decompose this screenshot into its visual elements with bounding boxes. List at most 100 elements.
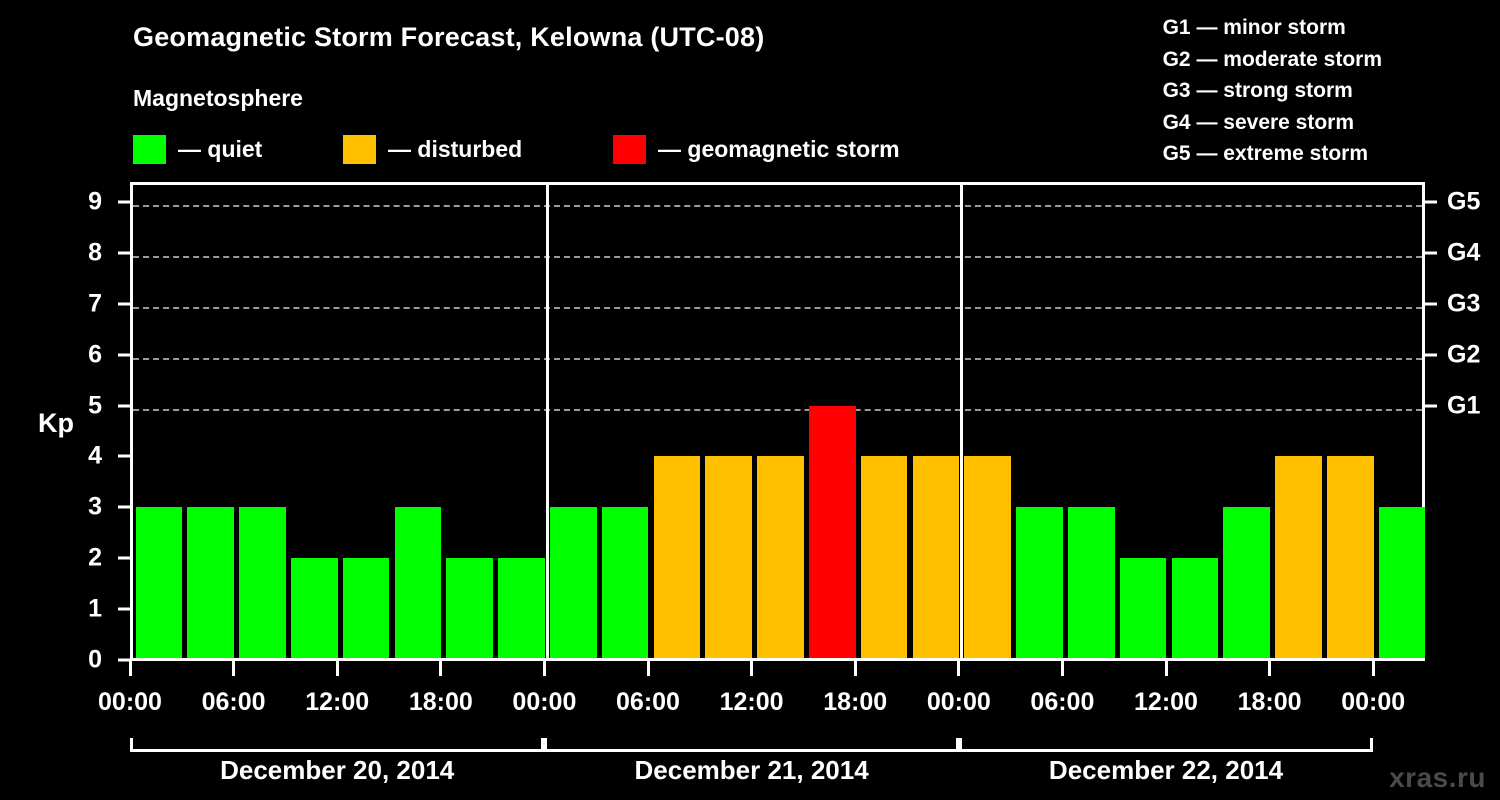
bar — [342, 558, 390, 660]
x-axis-tick — [128, 660, 132, 676]
y-axis-tick-label: 3 — [88, 492, 102, 521]
legend-heading: Magnetosphere — [133, 85, 303, 111]
bar — [187, 507, 234, 660]
x-axis-tick — [439, 660, 443, 676]
y-axis-tick — [118, 607, 130, 611]
bar — [1068, 507, 1115, 660]
gridline — [133, 357, 1422, 360]
bar — [550, 507, 597, 660]
g-axis-tick — [1425, 404, 1437, 408]
x-axis-tick-label: 00:00 — [1341, 688, 1406, 716]
x-axis-tick-label: 06:00 — [201, 688, 266, 716]
bar — [291, 558, 338, 660]
x-axis-tick-label: 06:00 — [616, 688, 680, 716]
y-axis-tick — [118, 658, 130, 662]
y-axis-tick — [118, 353, 130, 357]
day-bracket — [544, 738, 959, 752]
y-axis-tick-label: 0 — [88, 645, 102, 674]
x-axis-tick — [646, 660, 650, 676]
g-axis-tick-label: G1 — [1447, 391, 1481, 420]
x-axis-tick-label: 00:00 — [98, 688, 162, 716]
x-axis-tick — [335, 660, 339, 676]
gscale-legend-line: G3 — strong storm — [1162, 79, 1353, 102]
bar — [964, 456, 1011, 660]
gscale-legend-line: G4 — severe storm — [1162, 110, 1355, 134]
bar — [1378, 507, 1426, 660]
x-axis-tick-label: 12:00 — [719, 688, 784, 716]
y-axis-tick — [118, 302, 130, 306]
x-axis-tick — [232, 660, 236, 676]
bar — [860, 456, 908, 660]
plot-inner — [133, 185, 1426, 660]
green-swatch-icon — [133, 134, 166, 164]
bar — [912, 456, 960, 660]
red-swatch-icon — [613, 134, 646, 164]
x-axis-tick-label: 00:00 — [512, 688, 577, 716]
bar — [653, 456, 701, 660]
bar — [705, 456, 752, 660]
x-axis-tick-label: 12:00 — [1134, 688, 1198, 716]
y-axis-label: Kp — [38, 408, 74, 438]
x-axis-tick-label: 18:00 — [1237, 688, 1302, 716]
y-axis-tick-label: 8 — [88, 238, 102, 267]
x-axis-tick — [1060, 660, 1064, 676]
g-axis-tick — [1425, 353, 1437, 357]
legend-item: — quiet — [133, 134, 263, 164]
g-axis-tick — [1425, 251, 1437, 255]
gscale-legend: G1 — minor storm G2 — moderate storm G3 — … — [1163, 12, 1382, 170]
bar — [135, 507, 183, 660]
bar — [394, 507, 442, 660]
bar — [498, 558, 545, 660]
bar — [239, 507, 286, 660]
gscale-legend-line: G2 — moderate storm — [1162, 47, 1382, 71]
x-axis-tick — [957, 660, 961, 676]
x-axis-tick — [1164, 660, 1168, 676]
bar — [809, 405, 856, 660]
bar — [1016, 507, 1063, 660]
bar — [1275, 456, 1322, 660]
gscale-legend-line: G1 — minor storm — [1162, 16, 1346, 39]
x-axis-tick — [1371, 660, 1375, 676]
gridline — [133, 255, 1422, 258]
y-axis-tick — [118, 200, 130, 204]
legend-item-label: — geomagnetic storm — [658, 135, 900, 162]
y-axis-tick — [118, 556, 130, 560]
gridline — [133, 408, 1422, 411]
day-label: December 21, 2014 — [634, 755, 869, 785]
g-axis-tick-label: G4 — [1447, 238, 1481, 267]
day-separator — [960, 185, 964, 660]
y-axis-tick-label: 2 — [88, 543, 102, 572]
x-axis-tick-label: 18:00 — [408, 688, 473, 716]
g-axis-tick-label: G5 — [1447, 187, 1481, 216]
bar — [1327, 456, 1374, 660]
y-axis-tick — [118, 404, 130, 408]
orange-swatch-icon — [343, 134, 376, 164]
y-axis-tick — [118, 505, 130, 509]
x-axis-tick-label: 00:00 — [926, 688, 991, 716]
g-axis-tick — [1425, 302, 1437, 306]
g-axis-tick — [1425, 200, 1437, 204]
bar — [446, 558, 493, 660]
x-axis-tick-label: 12:00 — [305, 688, 370, 716]
bar-series — [133, 185, 1426, 660]
y-axis-tick — [118, 251, 130, 255]
bar — [1223, 507, 1270, 660]
y-axis-tick-label: 1 — [88, 594, 102, 623]
bar — [757, 456, 804, 660]
y-axis-tick-label: 5 — [88, 391, 102, 420]
bar — [601, 507, 649, 660]
page-title: Geomagnetic Storm Forecast, Kelowna (UTC… — [133, 22, 765, 52]
y-axis-tick — [118, 454, 130, 458]
gridline — [133, 306, 1422, 309]
gscale-legend-line: G5 — extreme storm — [1162, 142, 1369, 165]
x-axis-tick — [750, 660, 754, 676]
legend-item-label: — quiet — [178, 135, 263, 162]
bar — [1171, 558, 1219, 660]
day-label: December 20, 2014 — [220, 755, 455, 785]
g-axis-tick-label: G3 — [1447, 289, 1481, 318]
y-axis-tick-label: 4 — [88, 441, 102, 470]
legend-item: — geomagnetic storm — [613, 134, 900, 164]
day-bracket — [958, 738, 1374, 752]
g-axis-tick-label: G2 — [1447, 340, 1481, 369]
